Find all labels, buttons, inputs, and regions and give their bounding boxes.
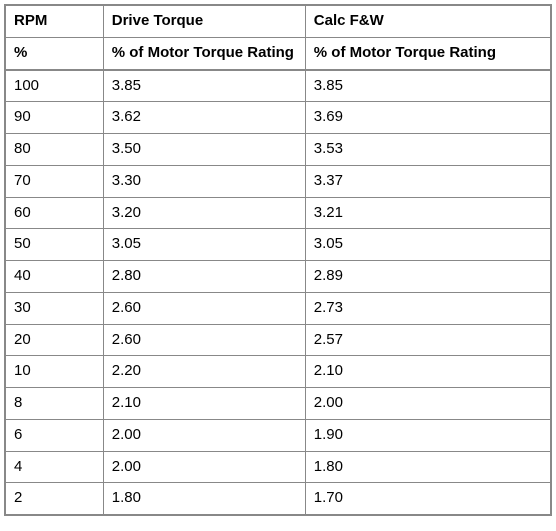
cell-calc-fw: 3.53 [305, 134, 551, 166]
cell-calc-fw: 1.90 [305, 419, 551, 451]
cell-rpm: 2 [5, 483, 103, 515]
cell-calc-fw: 2.73 [305, 292, 551, 324]
cell-rpm: 6 [5, 419, 103, 451]
cell-calc-fw: 2.57 [305, 324, 551, 356]
cell-rpm: 4 [5, 451, 103, 483]
cell-rpm: 60 [5, 197, 103, 229]
cell-drive-torque: 2.80 [103, 261, 305, 293]
cell-calc-fw: 3.05 [305, 229, 551, 261]
table-body: 1003.853.85903.623.69803.503.53703.303.3… [5, 70, 551, 516]
table-row: 62.001.90 [5, 419, 551, 451]
cell-drive-torque: 3.30 [103, 165, 305, 197]
cell-drive-torque: 2.00 [103, 451, 305, 483]
cell-rpm: 40 [5, 261, 103, 293]
cell-rpm: 10 [5, 356, 103, 388]
cell-drive-torque: 3.62 [103, 102, 305, 134]
cell-rpm: 20 [5, 324, 103, 356]
subheader-rpm: % [5, 37, 103, 69]
cell-drive-torque: 2.00 [103, 419, 305, 451]
table-row: 603.203.21 [5, 197, 551, 229]
cell-calc-fw: 1.80 [305, 451, 551, 483]
table-row: 42.001.80 [5, 451, 551, 483]
cell-drive-torque: 2.20 [103, 356, 305, 388]
cell-calc-fw: 3.69 [305, 102, 551, 134]
subheader-drive-torque: % of Motor Torque Rating [103, 37, 305, 69]
cell-rpm: 8 [5, 388, 103, 420]
table-row: 903.623.69 [5, 102, 551, 134]
table-row: 302.602.73 [5, 292, 551, 324]
cell-drive-torque: 1.80 [103, 483, 305, 515]
cell-calc-fw: 3.37 [305, 165, 551, 197]
cell-calc-fw: 2.00 [305, 388, 551, 420]
cell-drive-torque: 2.60 [103, 324, 305, 356]
cell-calc-fw: 3.21 [305, 197, 551, 229]
cell-rpm: 80 [5, 134, 103, 166]
cell-rpm: 100 [5, 70, 103, 102]
cell-rpm: 30 [5, 292, 103, 324]
header-calc-fw: Calc F&W [305, 5, 551, 37]
cell-drive-torque: 3.50 [103, 134, 305, 166]
cell-rpm: 50 [5, 229, 103, 261]
table-row: 202.602.57 [5, 324, 551, 356]
table-row: 21.801.70 [5, 483, 551, 515]
cell-drive-torque: 3.05 [103, 229, 305, 261]
table-row: 803.503.53 [5, 134, 551, 166]
cell-calc-fw: 1.70 [305, 483, 551, 515]
cell-drive-torque: 3.20 [103, 197, 305, 229]
cell-drive-torque: 3.85 [103, 70, 305, 102]
header-drive-torque: Drive Torque [103, 5, 305, 37]
table-row: 82.102.00 [5, 388, 551, 420]
torque-table: RPM Drive Torque Calc F&W % % of Motor T… [4, 4, 552, 516]
table-row: 102.202.10 [5, 356, 551, 388]
header-row-2: % % of Motor Torque Rating % of Motor To… [5, 37, 551, 69]
table-row: 402.802.89 [5, 261, 551, 293]
cell-calc-fw: 2.10 [305, 356, 551, 388]
table-row: 1003.853.85 [5, 70, 551, 102]
cell-drive-torque: 2.10 [103, 388, 305, 420]
cell-rpm: 90 [5, 102, 103, 134]
table-row: 703.303.37 [5, 165, 551, 197]
cell-drive-torque: 2.60 [103, 292, 305, 324]
table-header: RPM Drive Torque Calc F&W % % of Motor T… [5, 5, 551, 70]
cell-calc-fw: 2.89 [305, 261, 551, 293]
subheader-calc-fw: % of Motor Torque Rating [305, 37, 551, 69]
cell-rpm: 70 [5, 165, 103, 197]
header-rpm: RPM [5, 5, 103, 37]
table-row: 503.053.05 [5, 229, 551, 261]
cell-calc-fw: 3.85 [305, 70, 551, 102]
header-row-1: RPM Drive Torque Calc F&W [5, 5, 551, 37]
